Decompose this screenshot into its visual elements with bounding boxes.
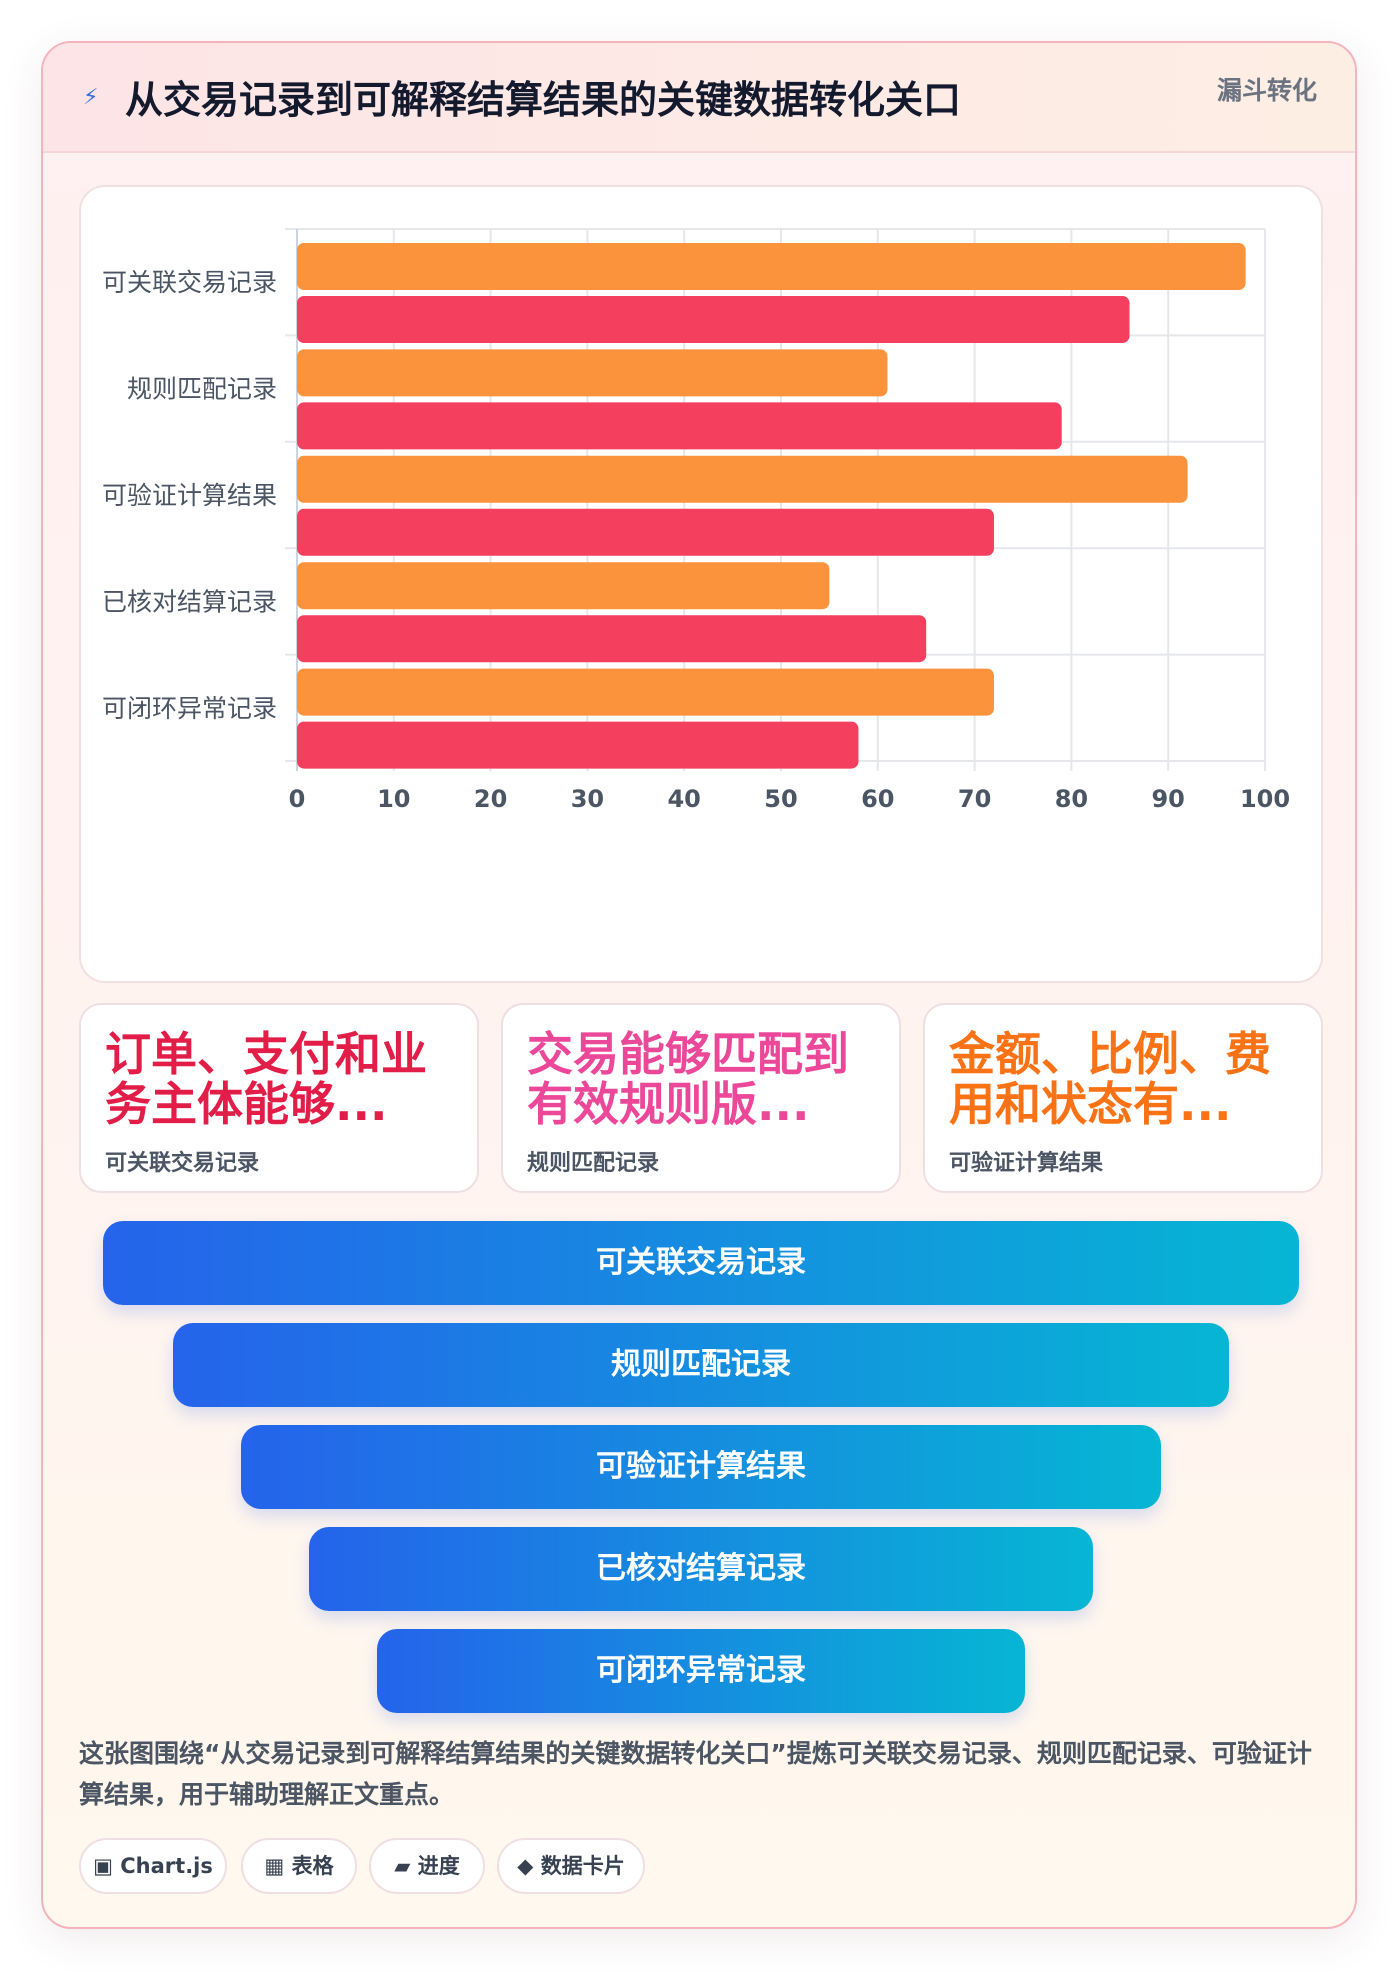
report-card: ⚡ 从交易记录到可解释结算结果的关键数据转化关口 漏斗转化 可关联交易记录 规则匹…: [41, 41, 1357, 1929]
funnel-stage-5: 可闭环异常记录: [377, 1629, 1025, 1713]
chip-progress[interactable]: ▰ 进度: [369, 1838, 485, 1894]
chip-label: Chart.js: [120, 1854, 213, 1878]
category-label: 可闭环异常记录: [102, 694, 277, 723]
bar-2-3: [297, 508, 994, 556]
stat-card-2: 交易能够匹配到有效规则版... 规则匹配记录: [501, 1003, 901, 1193]
stat-value: 金额、比例、费用和状态有...: [949, 1029, 1271, 1129]
stat-card-1: 订单、支付和业务主体能够... 可关联交易记录: [79, 1003, 479, 1193]
bar-2-1: [297, 296, 1130, 343]
card-header: ⚡ 从交易记录到可解释结算结果的关键数据转化关口 漏斗转化: [43, 43, 1355, 153]
bar-1-4: [297, 562, 830, 610]
category-label: 可关联交易记录: [102, 268, 277, 297]
table-icon: ▦: [264, 1854, 285, 1878]
category-label: 已核对结算记录: [102, 587, 277, 616]
funnel-stage-1: 可关联交易记录: [103, 1221, 1299, 1305]
x-tick-label: 70: [958, 785, 991, 813]
chart-type-tag: 漏斗转化: [1216, 76, 1317, 105]
chart-panel: 可关联交易记录规则匹配记录可验证计算结果 已核对结算记录 可闭环异常记录 0 10 20 3…: [79, 185, 1323, 983]
funnel-stage-4: 已核对结算记录: [309, 1527, 1093, 1611]
stat-value: 交易能够匹配到有效规则版...: [527, 1029, 849, 1129]
x-tick-label: 100: [1240, 785, 1290, 813]
bar-1-3: [297, 455, 1188, 503]
lightning-icon: ⚡: [83, 85, 99, 110]
chip-label: 进度: [417, 1854, 460, 1878]
bar-1-2: [297, 349, 888, 397]
x-tick-label: 50: [764, 785, 797, 813]
chip-data-card[interactable]: ◆ 数据卡片: [497, 1838, 645, 1894]
diamond-icon: ◆: [517, 1854, 534, 1878]
chip-table[interactable]: ▦ 表格: [241, 1838, 357, 1894]
stat-card-3: 金额、比例、费用和状态有... 可验证计算结果: [923, 1003, 1323, 1193]
x-tick-label: 30: [571, 785, 604, 813]
x-tick-label: 80: [1055, 785, 1088, 813]
page-title: 从交易记录到可解释结算结果的关键数据转化关口: [125, 78, 962, 122]
x-tick-label: 90: [1151, 785, 1184, 813]
progress-icon: ▰: [394, 1854, 411, 1878]
bar-2-4: [297, 615, 927, 663]
funnel-stage-3: 可验证计算结果: [241, 1425, 1161, 1509]
chart-icon: ▣: [93, 1854, 113, 1878]
x-tick-label: 0: [289, 785, 306, 813]
funnel-stage-2: 规则匹配记录: [173, 1323, 1229, 1407]
stat-label: 规则匹配记录: [527, 1151, 660, 1176]
x-tick-label: 10: [377, 785, 410, 813]
category-label: 可验证计算结果: [102, 481, 277, 510]
bar-2-5: [297, 721, 859, 769]
stat-label: 可关联交易记录: [105, 1151, 260, 1176]
bar-2-2: [297, 402, 1062, 450]
chip-label: 表格: [291, 1854, 334, 1878]
chart-caption: 这张图围绕“从交易记录到可解释结算结果的关键数据转化关口”提炼可关联交易记录、规…: [79, 1739, 1312, 1809]
bar-1-5: [297, 668, 994, 716]
chip-chartjs[interactable]: ▣ Chart.js: [79, 1838, 227, 1894]
stat-label: 可验证计算结果: [949, 1151, 1104, 1176]
stat-value: 订单、支付和业务主体能够...: [105, 1029, 427, 1129]
category-label: 规则匹配记录: [127, 375, 277, 404]
bar-1-1: [297, 243, 1246, 290]
chip-label: 数据卡片: [540, 1854, 625, 1878]
x-tick-label: 20: [474, 785, 507, 813]
x-tick-label: 40: [667, 785, 700, 813]
x-tick-label: 60: [861, 785, 894, 813]
